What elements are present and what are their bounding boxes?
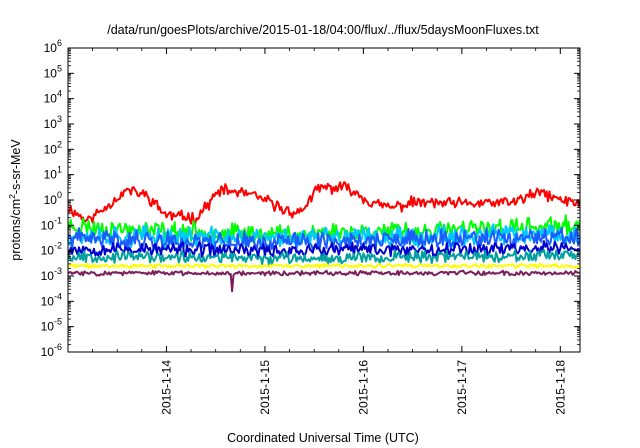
series-line-8 — [68, 269, 580, 293]
y-axis-label-suffix: -s-sr-MeV — [9, 139, 23, 195]
y-tick-label: 101 — [44, 165, 62, 182]
x-tick-label: 2015-1-15 — [258, 360, 272, 415]
series-line-7 — [68, 262, 580, 269]
y-tick-label: 10-3 — [41, 266, 62, 283]
y-tick-label: 10-1 — [41, 215, 62, 232]
series-line-5 — [68, 240, 580, 259]
y-tick-label: 105 — [44, 63, 62, 80]
y-axis-label-prefix: protons/cm — [9, 199, 23, 261]
chart-title: /data/run/goesPlots/archive/2015-01-18/0… — [107, 23, 539, 37]
y-axis-label: protons/cm2-s-sr-MeV — [7, 139, 23, 261]
x-tick-label: 2015-1-14 — [159, 360, 173, 415]
y-tick-label: 106 — [44, 38, 62, 55]
series-line-6 — [68, 249, 580, 266]
x-tick-label: 2015-1-16 — [356, 360, 370, 415]
y-tick-label: 10-6 — [41, 342, 62, 359]
series-line-1 — [68, 181, 580, 225]
y-tick-label: 103 — [44, 114, 62, 131]
x-tick-label: 2015-1-17 — [455, 360, 469, 415]
x-axis-label: Coordinated Universal Time (UTC) — [227, 431, 419, 445]
y-tick-label: 100 — [44, 190, 62, 207]
y-tick-label: 10-4 — [41, 291, 62, 308]
y-tick-label: 102 — [44, 139, 62, 156]
y-tick-label: 10-5 — [41, 317, 62, 334]
series-layer — [68, 181, 580, 293]
y-tick-label: 104 — [44, 89, 62, 106]
y-axis-label-sup: 2 — [7, 194, 17, 199]
y-tick-label: 10-2 — [41, 241, 62, 258]
x-tick-label: 2015-1-18 — [553, 360, 567, 415]
